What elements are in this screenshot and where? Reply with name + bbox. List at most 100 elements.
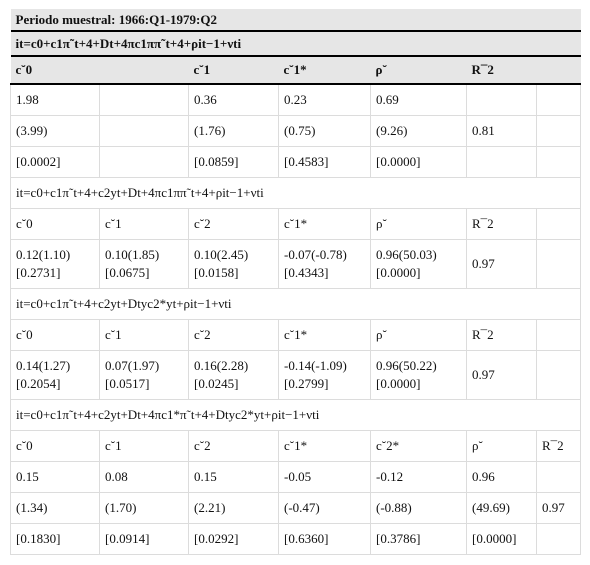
table-cell: -0.14(-1.09) [0.2799]: [278, 350, 371, 400]
header-cell: c˘1: [99, 319, 189, 351]
p-value: [0.2799]: [284, 376, 329, 391]
table-cell: (2.21): [188, 492, 279, 524]
estimate: 0.16(2.28): [194, 358, 249, 373]
model3-header-row: c˘0 c˘1 c˘2 c˘1* ρ˘ R¯2: [10, 319, 582, 351]
table-cell: [0.0000]: [370, 146, 467, 178]
model3-equation-row: it=c0+c1π˜t+4+c2yt+Dtyc2*yt+ρit−1+νti: [9, 288, 582, 320]
table-cell: -0.12: [370, 461, 467, 493]
header-cell: [535, 319, 582, 351]
table-cell: 1.98: [10, 83, 100, 116]
header-cell: R¯2: [466, 208, 537, 240]
table-cell: [535, 146, 582, 178]
header-cell: [535, 208, 582, 240]
table-cell: 0.16(2.28) [0.0245]: [188, 350, 279, 400]
table-cell: [535, 115, 582, 147]
table-cell: 0.07(1.97) [0.0517]: [99, 350, 189, 400]
period-label: Periodo muestral: 1966:Q1-1979:Q2: [10, 9, 581, 32]
header-cell: ρ˘: [370, 208, 467, 240]
table-cell: 0.14(1.27) [0.2054]: [10, 350, 100, 400]
table-cell: [0.0292]: [188, 523, 279, 555]
model4-header-row: c˘0 c˘1 c˘2 c˘1* c˘2* ρ˘ R¯2: [10, 430, 582, 462]
header-cell: c˘1*: [278, 319, 371, 351]
table-cell: 0.96(50.03) [0.0000]: [370, 239, 467, 289]
header-cell: c˘0: [10, 56, 100, 85]
header-cell: c˘1: [99, 430, 189, 462]
table-cell: [0.4583]: [278, 146, 371, 178]
table-cell: [99, 83, 189, 116]
table-cell: 0.97: [466, 350, 537, 400]
table-cell: [535, 83, 582, 116]
p-value: [0.0675]: [105, 265, 150, 280]
model1-equation: it=c0+c1π˜t+4+Dt+4πc1ππ˜t+4+ρit−1+νti: [10, 31, 581, 57]
table-cell: [535, 350, 582, 400]
table-cell: 0.15: [188, 461, 279, 493]
estimate: -0.14(-1.09): [284, 358, 347, 373]
table-cell: 0.69: [370, 83, 467, 116]
table-cell: 0.36: [188, 83, 279, 116]
header-cell: c˘2: [188, 430, 279, 462]
table-cell: (49.69): [466, 492, 537, 524]
model2-equation-row: it=c0+c1π˜t+4+c2yt+Dt+4πc1ππ˜t+4+ρit−1+ν…: [9, 177, 582, 209]
table-cell: 0.08: [99, 461, 189, 493]
model1-equation-row: it=c0+c1π˜t+4+Dt+4πc1ππ˜t+4+ρit−1+νti: [10, 31, 581, 57]
header-cell: [99, 56, 189, 85]
header-cell: ρ˘: [466, 430, 537, 462]
table-row: [0.1830] [0.0914] [0.0292] [0.6360] [0.3…: [10, 523, 582, 555]
p-value: [0.0245]: [194, 376, 239, 391]
table-cell: [0.0000]: [466, 523, 537, 555]
header-cell: c˘2: [188, 319, 279, 351]
p-value: [0.0158]: [194, 265, 239, 280]
table-cell: 0.10(1.85) [0.0675]: [99, 239, 189, 289]
header-cell: c˘1*: [278, 430, 371, 462]
table-cell: [0.6360]: [278, 523, 371, 555]
table-cell: [99, 146, 189, 178]
header-cell: c˘2*: [370, 430, 467, 462]
header-cell: c˘1: [99, 208, 189, 240]
model2-equation: it=c0+c1π˜t+4+c2yt+Dt+4πc1ππ˜t+4+ρit−1+ν…: [9, 177, 582, 209]
header-cell: c˘2: [188, 208, 279, 240]
header-cell: R¯2: [535, 430, 582, 462]
table-cell: (1.34): [10, 492, 100, 524]
table-cell: (0.75): [278, 115, 371, 147]
estimate: -0.07(-0.78): [284, 247, 347, 262]
table-cell: 0.15: [10, 461, 100, 493]
regression-results-table: Periodo muestral: 1966:Q1-1979:Q2 it=c0+…: [9, 9, 582, 555]
table-cell: [466, 83, 537, 116]
p-value: [0.2731]: [16, 265, 61, 280]
header-cell: c˘0: [10, 208, 100, 240]
header-cell: [536, 56, 581, 85]
estimate: 0.12(1.10): [16, 247, 71, 262]
header-cell: c˘1: [188, 56, 279, 85]
table-cell: [0.1830]: [10, 523, 100, 555]
p-value: [0.0000]: [376, 376, 421, 391]
header-cell: c˘1*: [278, 208, 371, 240]
table-row: (1.34) (1.70) (2.21) (-0.47) (-0.88) (49…: [10, 492, 582, 524]
header-cell: R¯2: [466, 56, 537, 85]
p-value: [0.0517]: [105, 376, 150, 391]
table-cell: (-0.88): [370, 492, 467, 524]
estimate: 0.10(2.45): [194, 247, 249, 262]
table-cell: 0.97: [466, 239, 537, 289]
header-cell: ρ˘: [370, 56, 467, 85]
header-cell: c˘0: [10, 319, 100, 351]
table-cell: [99, 115, 189, 147]
table-cell: (9.26): [370, 115, 467, 147]
table-cell: -0.05: [278, 461, 371, 493]
estimate: 0.96(50.22): [376, 358, 437, 373]
table-cell: 0.81: [466, 115, 537, 147]
table-cell: [535, 239, 582, 289]
table-cell: [0.3786]: [370, 523, 467, 555]
table-cell: 0.97: [535, 492, 582, 524]
table-cell: [535, 461, 582, 493]
estimate: 0.97: [472, 367, 495, 382]
estimate: 0.07(1.97): [105, 358, 160, 373]
table-row: 1.98 0.36 0.23 0.69: [10, 83, 582, 116]
table-row: 0.12(1.10) [0.2731] 0.10(1.85) [0.0675] 0.…: [10, 239, 582, 289]
period-row: Periodo muestral: 1966:Q1-1979:Q2: [10, 9, 581, 32]
estimate: 0.97: [472, 256, 495, 271]
header-cell: c˘1*: [278, 56, 371, 85]
table-cell: (-0.47): [278, 492, 371, 524]
table-cell: (3.99): [10, 115, 100, 147]
table-cell: [466, 146, 537, 178]
p-value: [0.2054]: [16, 376, 61, 391]
